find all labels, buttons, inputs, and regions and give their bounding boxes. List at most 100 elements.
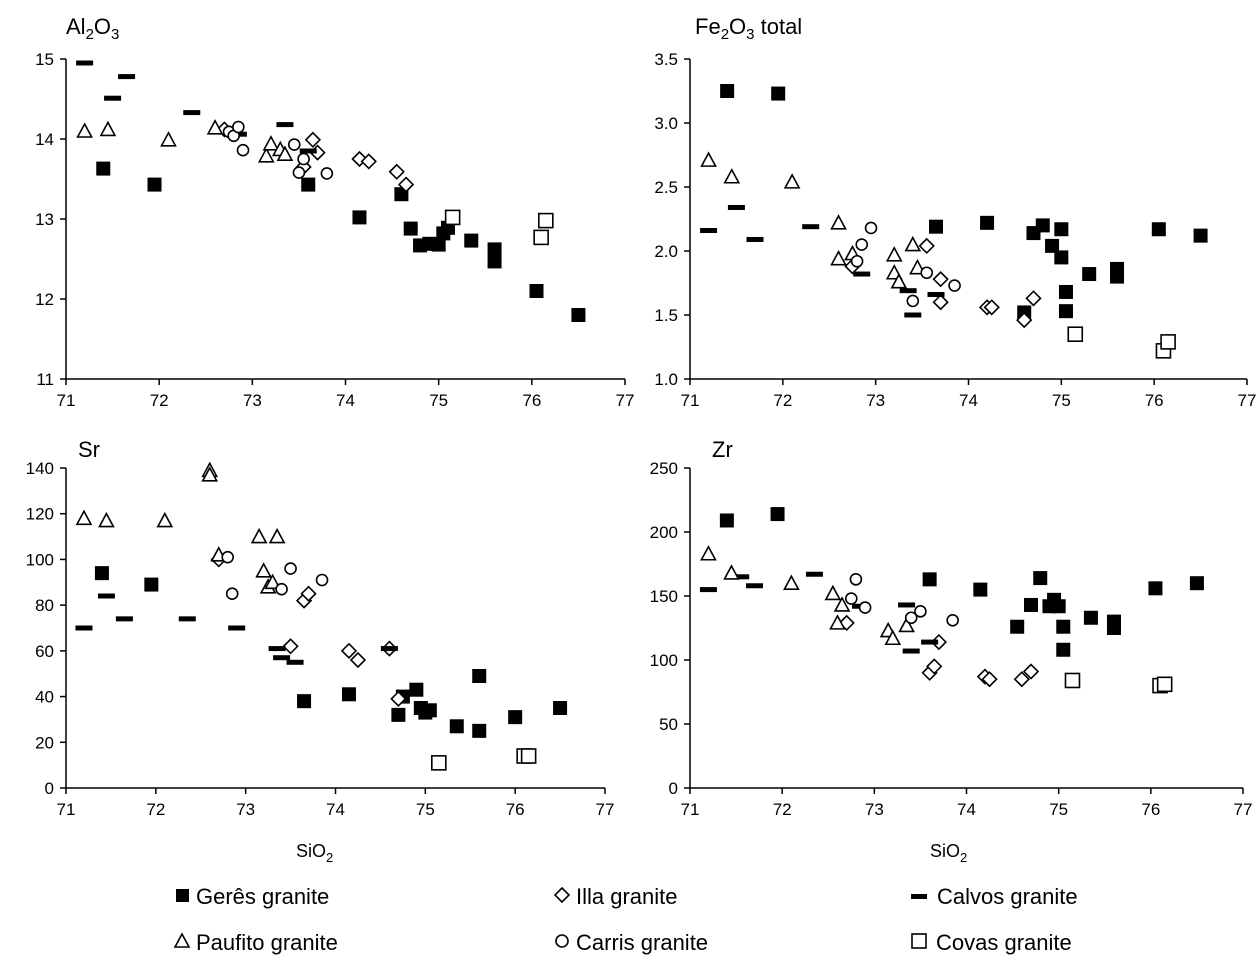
geres-granite-point <box>719 513 734 528</box>
illa-granite-point <box>300 585 317 602</box>
carris-granite-point <box>946 614 959 627</box>
y-tick-label: 200 <box>650 523 678 542</box>
illa-granite-point <box>1025 290 1042 307</box>
y-tick-label: 20 <box>35 733 54 752</box>
covas-granite-point <box>1160 334 1176 350</box>
dash-marker-icon <box>911 894 927 899</box>
series-carris-granite <box>844 573 959 627</box>
paufito-granite-point <box>884 629 902 646</box>
paufito-granite-point <box>700 151 717 167</box>
x-tick-label: 74 <box>959 391 978 410</box>
geres-granite-point <box>352 210 367 225</box>
calvos-granite-point <box>899 288 917 294</box>
x-tick-label: 76 <box>1141 800 1160 819</box>
y-tick-label: 60 <box>35 642 54 661</box>
calvos-granite-point <box>805 571 823 577</box>
geres-granite-point <box>720 84 735 98</box>
y-tick-label: 80 <box>35 596 54 615</box>
series-carris-granite <box>221 550 329 601</box>
carris-granite-point <box>844 592 858 605</box>
x-tick-label: 71 <box>681 391 700 410</box>
x-tick-label: 74 <box>336 391 355 410</box>
y-tick-label: 1.5 <box>654 306 678 325</box>
y-tick-label: 2.5 <box>654 178 678 197</box>
paufito-granite-point <box>206 119 224 135</box>
paufito-granite-point <box>255 562 272 578</box>
paufito-granite-point <box>723 564 740 580</box>
paufito-granite-point <box>833 596 851 612</box>
x-tick-label: 73 <box>236 800 255 819</box>
carris-granite-point <box>855 238 869 251</box>
triangle-marker-icon <box>173 932 191 948</box>
geres-granite-point <box>1054 250 1069 265</box>
y-tick-label: 100 <box>650 651 678 670</box>
illa-granite-point <box>360 153 377 170</box>
series-geres-granite <box>96 161 586 322</box>
series-paufito-granite <box>76 119 294 163</box>
carris-granite-point <box>315 573 329 587</box>
series-calvos-granite <box>75 593 398 665</box>
geres-granite-point <box>1056 619 1071 634</box>
carris-granite-point <box>904 611 918 625</box>
geres-granite-point <box>1045 238 1060 253</box>
legend-item-carris: Carris granite <box>555 930 708 955</box>
x-tick-label: 71 <box>681 800 700 819</box>
legend-item-paufito: Paufito granite <box>173 930 338 955</box>
calvos-granite-point <box>700 228 718 234</box>
fe2o3-panel: Fe2O3 total 71 72 73 74 75 76 77 1.0 1.5 2.0 2.5 3.… <box>654 14 1256 410</box>
illa-granite-point <box>282 638 299 655</box>
legend-label-geres: Gerês granite <box>196 884 329 909</box>
x-tick-label: 73 <box>243 391 262 410</box>
series-paufito-granite <box>700 545 915 646</box>
illa-granite-point <box>304 131 322 148</box>
calvos-granite-point <box>902 648 920 654</box>
calvos-granite-point <box>299 148 317 154</box>
panel-title-zr: Zr <box>712 437 733 462</box>
geres-granite-point <box>422 703 437 718</box>
illa-granite-point <box>932 271 949 288</box>
y-tick-label: 140 <box>26 459 54 478</box>
x-tick-label: 75 <box>1049 800 1068 819</box>
y-tick-label: 40 <box>35 688 54 707</box>
paufito-granite-point <box>904 235 922 252</box>
legend-label-covas: Covas granite <box>936 930 1072 955</box>
geres-granite-point <box>1051 599 1066 614</box>
x-axis-title-sr: SiO2 <box>296 841 333 865</box>
illa-granite-point <box>1022 663 1040 680</box>
y-tick-label: 3.0 <box>654 114 678 133</box>
carris-granite-point <box>287 138 301 151</box>
geres-granite-point <box>144 577 159 592</box>
geres-granite-point <box>464 233 479 248</box>
x-tick-label: 76 <box>1145 391 1164 410</box>
legend-label-illa: Illa granite <box>576 884 678 909</box>
series-calvos-granite <box>76 60 317 154</box>
illa-granite-point <box>1013 671 1030 688</box>
x-tick-label: 72 <box>773 800 792 819</box>
paufito-granite-point <box>898 616 915 633</box>
x-tick-label: 71 <box>57 391 76 410</box>
geres-granite-point <box>1193 228 1208 243</box>
geres-granite-point <box>922 572 937 587</box>
series-geres-granite <box>94 566 568 738</box>
illa-granite-point <box>340 642 358 659</box>
legend-item-illa: Illa granite <box>553 884 678 909</box>
geres-granite-point <box>1110 261 1125 276</box>
covas-granite-point <box>538 212 554 229</box>
carris-granite-point <box>849 573 863 586</box>
legend-label-carris: Carris granite <box>576 930 708 955</box>
series-covas-granite <box>444 209 554 246</box>
paufito-granite-point <box>76 122 93 138</box>
legend-label-paufito: Paufito granite <box>196 930 338 955</box>
carris-granite-point <box>232 120 245 134</box>
geres-granite-point <box>487 242 502 257</box>
zr-panel: Zr SiO2 71 72 73 74 75 76 77 0 50 100 150 200 250 <box>650 437 1253 865</box>
geres-granite-point <box>449 719 464 734</box>
paufito-granite-point <box>890 273 908 289</box>
series-covas-granite <box>1064 672 1173 694</box>
calvos-granite-point <box>286 659 304 665</box>
geres-granite-point <box>508 710 523 725</box>
legend-item-calvos: Calvos granite <box>911 884 1078 909</box>
series-carris-granite <box>222 120 334 180</box>
carris-granite-point <box>297 152 310 166</box>
